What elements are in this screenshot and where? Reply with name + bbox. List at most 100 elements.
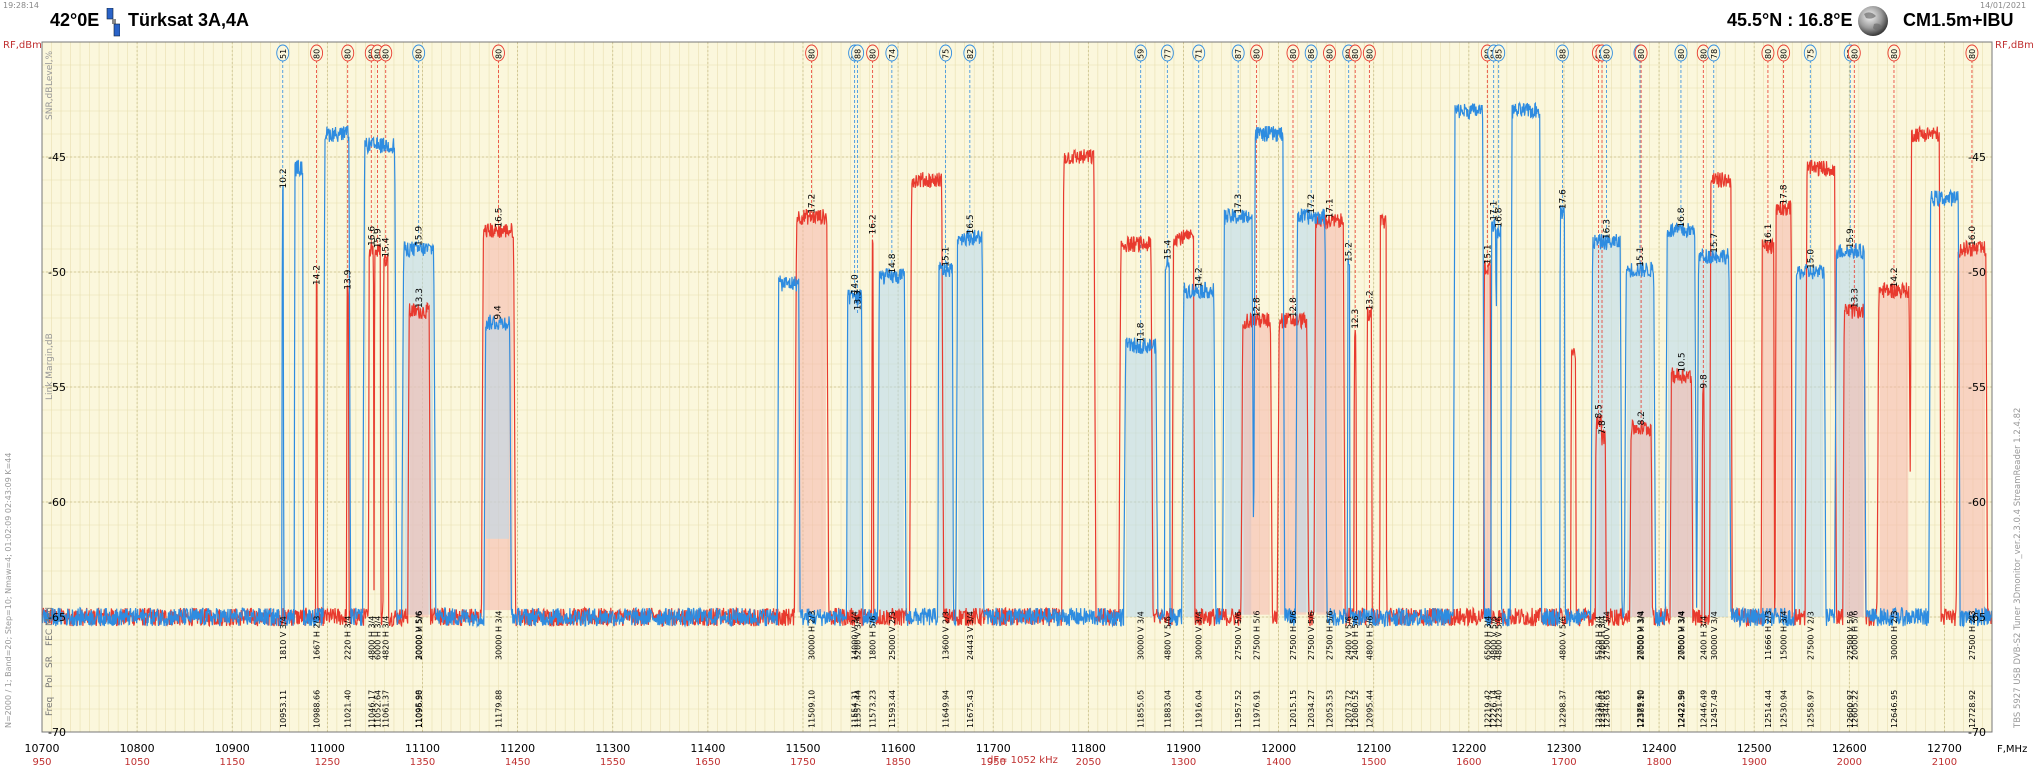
carrier-fec-sr: 2400 H 5/6 xyxy=(1351,616,1360,660)
if-tick-label: 1700 xyxy=(1551,757,1576,768)
carrier-frequency: 11649.94 xyxy=(942,690,951,728)
carrier-number: 85 xyxy=(1495,49,1504,59)
snr-label: 13.3 xyxy=(415,288,425,308)
carrier-fec-sr: 27500 V 2/3 xyxy=(1806,611,1815,660)
carrier-frequency: 11509.10 xyxy=(808,690,817,728)
carrier-fill xyxy=(1844,311,1864,617)
carrier-frequency: 12095.44 xyxy=(1365,690,1374,728)
carrier-number-badge xyxy=(1707,44,1721,62)
snr-label: 16.5 xyxy=(966,214,976,234)
x-tick-label: 12100 xyxy=(1356,742,1391,755)
x-tick-label: 11000 xyxy=(310,742,345,755)
x-tick-label: 12700 xyxy=(1927,742,1962,755)
carrier-fill xyxy=(879,276,904,617)
carrier-fec-sr: 2400 V 5/6 xyxy=(1345,616,1354,660)
if-tick-label: 2050 xyxy=(1076,757,1101,768)
snr-label: 15.0 xyxy=(1806,249,1816,269)
trace-vertical xyxy=(41,101,1993,629)
carrier-frequency: 12298.37 xyxy=(1558,690,1567,728)
y-tick-label-left: -45 xyxy=(48,151,66,164)
x-tick-label: 11300 xyxy=(595,742,630,755)
carrier-number: 80 xyxy=(1780,49,1789,59)
carrier-fec-sr: 4800 V 5/6 xyxy=(1558,616,1567,660)
carrier-fill xyxy=(1762,246,1774,617)
carrier-number-badge xyxy=(379,44,393,62)
resolution-label: dF= 1052 kHz xyxy=(987,755,1058,766)
carrier-number-badge xyxy=(341,44,355,62)
snr-label: 11.8 xyxy=(1137,322,1147,342)
snr-label: 14.0 xyxy=(851,274,861,294)
x-tick-label: 12300 xyxy=(1546,742,1581,755)
snr-label: 13.3 xyxy=(854,290,864,310)
if-tick-label: 1150 xyxy=(220,757,245,768)
carrier-fill xyxy=(1631,428,1651,617)
carrier-parameter-labels: 1810 V 3/4 10953.11 1667 H 2/3 10988.66 2220… xyxy=(279,611,1977,728)
snr-label: 16.3 xyxy=(1602,219,1612,239)
snr-label: 15.4 xyxy=(1163,239,1173,259)
carrier-number: 80 xyxy=(344,49,353,59)
snr-label: 17.2 xyxy=(808,194,818,214)
row-label-pol: Pol xyxy=(45,675,55,688)
carrier-number-badge xyxy=(1847,44,1861,62)
carrier-fill xyxy=(939,269,953,617)
snr-label: 8.2 xyxy=(1637,411,1647,425)
carrier-number: 80 xyxy=(1602,49,1611,59)
carrier-fill xyxy=(1879,290,1909,617)
x-tick-label: 10900 xyxy=(215,742,250,755)
if-tick-label: 1400 xyxy=(1266,757,1291,768)
carrier-fec-sr: 1810 V 3/4 xyxy=(279,616,288,660)
snr-label: 14.2 xyxy=(313,265,323,285)
if-tick-label: 1300 xyxy=(1171,757,1196,768)
row-label-fec: FEC xyxy=(45,629,55,646)
carrier-number-badge xyxy=(1492,44,1506,62)
carrier-fill xyxy=(409,311,429,617)
x-tick-label: 11800 xyxy=(1071,742,1106,755)
carrier-frequency: 12457.49 xyxy=(1710,690,1719,728)
level-axis-label: Level,% xyxy=(45,50,55,86)
y-tick-label-right: -65 xyxy=(1968,611,1986,624)
carrier-number: 80 xyxy=(1637,49,1646,59)
carrier-fills xyxy=(404,207,1986,620)
carrier-number: 80 xyxy=(494,49,503,59)
carrier-number-badge xyxy=(492,44,505,62)
if-tick-label: 1800 xyxy=(1646,757,1671,768)
carrier-fec-sr: 1800 H 5/6 xyxy=(869,616,878,660)
carrier-frequency: 12558.97 xyxy=(1806,690,1815,728)
carrier-fill xyxy=(1958,249,1986,617)
carrier-fill xyxy=(1484,267,1491,615)
carrier-fill xyxy=(1316,221,1343,615)
carrier-frequency: 12381.10 xyxy=(1637,690,1646,728)
y-tick-label-right: -50 xyxy=(1968,266,1986,279)
carrier-number: 71 xyxy=(1195,49,1204,59)
carrier-number-badge xyxy=(851,44,865,62)
antenna-label: CM1.5m+IBU xyxy=(1903,10,2014,30)
carrier-fec-sr: 30000 V 5/6 xyxy=(415,611,424,660)
snr-label: 12.3 xyxy=(1351,309,1361,329)
snr-label: 15.9 xyxy=(1846,228,1856,248)
carrier-frequency: 12080.52 xyxy=(1351,690,1360,728)
snr-label: 12.8 xyxy=(1253,297,1263,317)
carrier-number: 88 xyxy=(1558,49,1567,59)
carrier-fec-sr: 27500 V 3/4 xyxy=(1677,611,1686,660)
carrier-frequency: 12336.33 xyxy=(1595,690,1604,728)
x-tick-label: 12500 xyxy=(1737,742,1772,755)
carrier-fec-sr: 27500 H 5/6 xyxy=(1253,611,1262,660)
carrier-fec-sr: 15000 H 3/4 xyxy=(1780,611,1789,660)
carrier-frequency: 11046.17 xyxy=(367,690,376,728)
y-tick-label-left: -70 xyxy=(48,726,66,739)
carrier-frequency: 12605.22 xyxy=(1850,690,1859,728)
carrier-fec-sr: 4800 H 3/4 xyxy=(367,616,376,660)
carrier-frequency: 12219.42 xyxy=(1483,690,1492,728)
snr-label: 17.8 xyxy=(1780,184,1790,204)
x-tick-label: 10700 xyxy=(25,742,60,755)
carrier-number: 51 xyxy=(279,49,288,59)
if-tick-label: 1450 xyxy=(505,757,530,768)
carrier-fec-sr: 30000 V 3/4 xyxy=(1195,611,1204,660)
carrier-frequency: 11095.98 xyxy=(415,690,424,728)
carrier-frequency: 10988.66 xyxy=(313,690,322,728)
carrier-fill xyxy=(958,237,982,617)
carrier-frequency: 11916.04 xyxy=(1195,690,1204,728)
carrier-number: 82 xyxy=(966,49,975,59)
carrier-number-badge xyxy=(1887,44,1901,62)
globe-icon xyxy=(1856,4,1890,38)
